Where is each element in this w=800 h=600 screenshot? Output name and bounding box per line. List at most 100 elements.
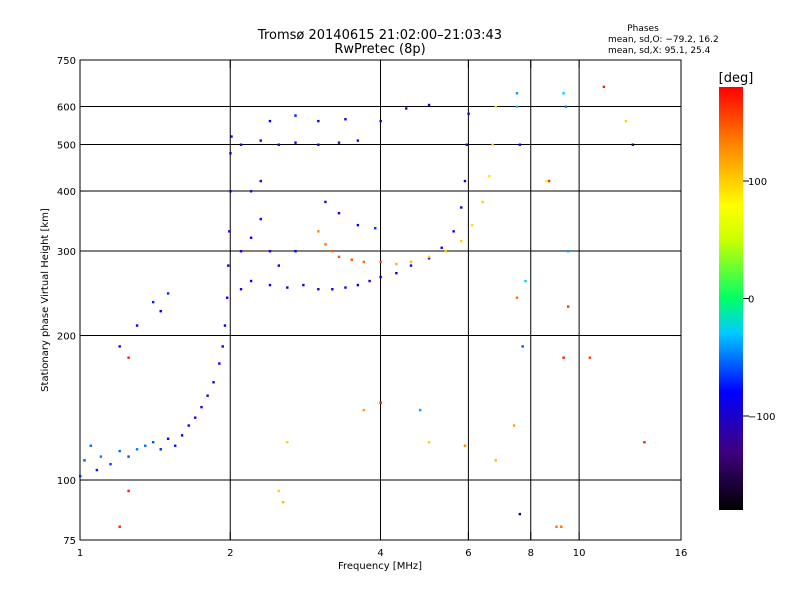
y-tick-label: 400: [57, 187, 76, 198]
data-point: [239, 250, 243, 253]
data-point: [460, 206, 463, 209]
data-point: [337, 141, 341, 144]
data-point: [409, 264, 413, 267]
data-point: [79, 474, 82, 478]
data-point: [212, 381, 215, 384]
data-point: [277, 489, 281, 493]
data-point: [545, 179, 548, 183]
data-point: [268, 250, 272, 253]
data-point: [268, 119, 272, 123]
data-point: [356, 139, 360, 142]
data-point: [239, 143, 243, 146]
y-axis-label: Stationary phase Virtual Height [km]: [40, 208, 51, 392]
x-tick-label: 10: [573, 548, 586, 559]
y-tick-label: 300: [57, 247, 76, 258]
data-point: [331, 250, 334, 253]
y-tick-label: 750: [57, 56, 76, 67]
data-point: [379, 260, 382, 264]
data-point: [317, 143, 320, 146]
data-point: [344, 118, 347, 121]
data-point: [135, 448, 139, 451]
data-point: [524, 279, 527, 283]
data-point: [395, 262, 398, 266]
x-tick-label: 1: [77, 548, 83, 559]
data-point: [465, 143, 468, 146]
axis-ticks: 1 2 4 6 8 10 16 75 100 200 300 400 500 600 750: [57, 56, 687, 559]
data-point: [643, 441, 646, 444]
y-tick-label: 200: [57, 332, 76, 343]
data-point: [379, 275, 382, 279]
data-point: [302, 283, 305, 287]
data-point: [368, 279, 371, 283]
data-point: [427, 257, 431, 260]
data-point: [259, 139, 262, 142]
data-point: [286, 441, 289, 444]
data-point: [324, 200, 327, 204]
data-point: [317, 119, 320, 123]
data-point: [481, 200, 484, 204]
y-tick-label: 75: [63, 536, 76, 547]
data-point: [218, 362, 221, 365]
colorbar-tick-label: −100: [748, 412, 775, 423]
data-point: [159, 309, 162, 313]
data-point: [463, 444, 467, 447]
data-point: [331, 288, 334, 291]
data-point: [229, 152, 232, 155]
data-point: [206, 394, 209, 397]
data-point: [494, 459, 497, 462]
data-point: [286, 286, 289, 289]
x-tick-label: 8: [528, 548, 534, 559]
phase-stats-o: mean, sd,O: −79.2, 16.2: [608, 35, 719, 45]
data-point: [362, 260, 366, 264]
data-point: [602, 85, 606, 89]
data-point: [515, 296, 519, 299]
data-point: [337, 255, 341, 259]
data-point: [249, 279, 253, 283]
data-point: [118, 345, 121, 348]
data-point: [259, 217, 262, 221]
data-point: [452, 230, 455, 233]
data-point: [144, 444, 147, 447]
data-point: [223, 324, 227, 327]
data-point: [440, 246, 443, 249]
data-point: [294, 114, 297, 117]
x-tick-label: 6: [465, 548, 471, 559]
data-point: [463, 179, 467, 183]
data-point: [229, 190, 232, 193]
data-point: [230, 135, 233, 138]
data-point: [127, 356, 130, 359]
data-point: [324, 243, 327, 246]
data-point: [118, 525, 121, 528]
data-point: [187, 424, 190, 427]
data-point: [631, 143, 635, 146]
data-point: [379, 401, 382, 404]
data-point: [494, 105, 497, 108]
data-point: [239, 288, 243, 291]
data-point: [95, 468, 99, 472]
data-point: [567, 250, 570, 253]
phase-stats-x: mean, sd,X: 95.1, 25.4: [608, 46, 711, 56]
data-point: [547, 179, 551, 183]
data-point: [118, 449, 121, 453]
data-point: [518, 512, 522, 516]
data-point: [518, 143, 522, 146]
data-point: [249, 236, 253, 239]
x-axis-label: Frequency [MHz]: [338, 561, 422, 572]
data-point: [564, 105, 568, 108]
data-point: [200, 405, 203, 409]
data-point: [491, 143, 494, 146]
data-point: [405, 107, 408, 110]
data-point: [567, 305, 570, 308]
data-point: [127, 489, 130, 493]
data-point: [521, 345, 524, 348]
data-point: [337, 212, 341, 215]
data-point: [194, 416, 197, 419]
data-point: [562, 92, 565, 95]
data-point: [277, 143, 281, 146]
data-point: [294, 141, 297, 144]
data-point: [588, 356, 592, 359]
data-point: [427, 441, 431, 444]
data-point: [356, 283, 360, 287]
data-point: [395, 271, 398, 275]
colorbar: [719, 87, 743, 510]
